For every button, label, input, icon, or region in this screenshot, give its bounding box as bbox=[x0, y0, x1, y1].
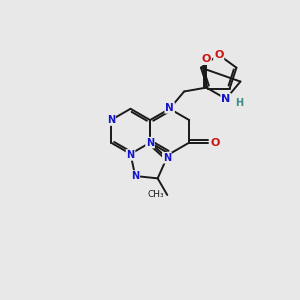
Text: O: O bbox=[214, 50, 224, 60]
Text: CH₃: CH₃ bbox=[148, 190, 164, 200]
Text: N: N bbox=[127, 150, 135, 160]
Text: N: N bbox=[163, 153, 171, 163]
Text: N: N bbox=[146, 138, 154, 148]
Text: H: H bbox=[235, 98, 243, 108]
Text: N: N bbox=[131, 171, 139, 181]
Text: O: O bbox=[211, 138, 220, 148]
Text: N: N bbox=[165, 103, 174, 113]
Text: N: N bbox=[107, 115, 115, 125]
Text: N: N bbox=[221, 94, 230, 104]
Text: O: O bbox=[202, 54, 211, 64]
